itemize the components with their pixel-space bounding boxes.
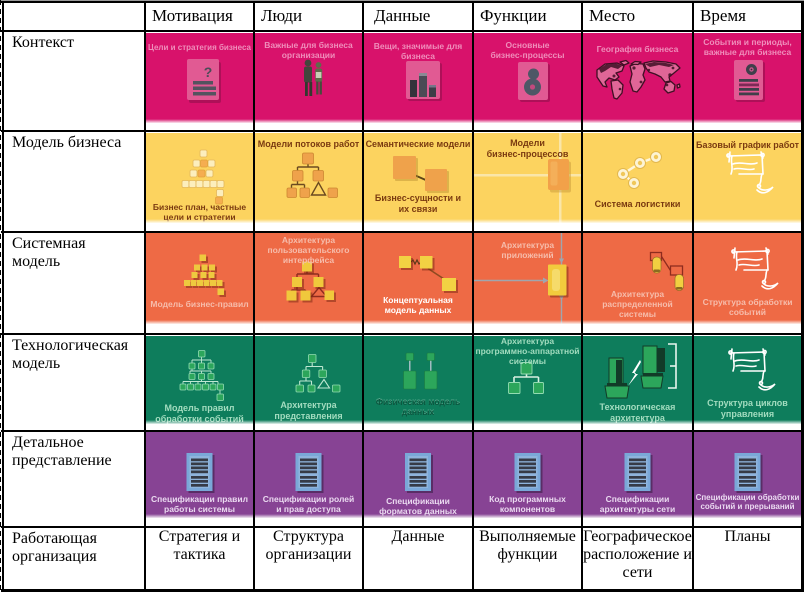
svg-text:?: ? xyxy=(204,64,213,80)
